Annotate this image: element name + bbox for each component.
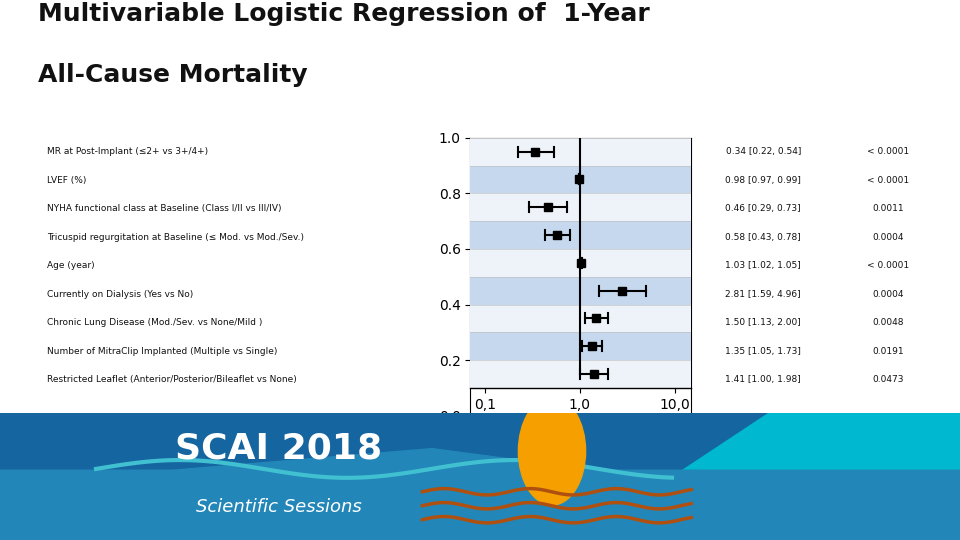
- Text: LVEF (%): LVEF (%): [47, 176, 86, 185]
- Bar: [470, 305, 691, 332]
- Text: 0.58 [0.43, 0.78]: 0.58 [0.43, 0.78]: [726, 233, 801, 242]
- Bar: [470, 138, 691, 165]
- Bar: [470, 165, 691, 193]
- Text: P-value: P-value: [866, 118, 910, 128]
- Text: 0.98 [0.97, 0.99]: 0.98 [0.97, 0.99]: [725, 176, 802, 185]
- Bar: [470, 332, 691, 360]
- Text: 0.46 [0.29, 0.73]: 0.46 [0.29, 0.73]: [726, 205, 801, 213]
- Text: 1.03 [1.02, 1.05]: 1.03 [1.02, 1.05]: [726, 261, 801, 271]
- Bar: [470, 249, 691, 276]
- Text: Variable: Variable: [52, 118, 103, 128]
- Text: Multivariable Logistic Regression of  1-Year: Multivariable Logistic Regression of 1-Y…: [38, 2, 650, 26]
- Text: 1.35 [1.05, 1.73]: 1.35 [1.05, 1.73]: [725, 347, 802, 356]
- Bar: [470, 360, 691, 388]
- Text: 0.0473: 0.0473: [873, 375, 903, 384]
- Text: 0.0011: 0.0011: [873, 205, 903, 213]
- Polygon shape: [0, 449, 960, 540]
- Text: Currently on Dialysis (Yes vs No): Currently on Dialysis (Yes vs No): [47, 290, 193, 299]
- Text: < 0.0001: < 0.0001: [867, 176, 909, 185]
- Text: NYHA functional class at Baseline (Class I/II vs III/IV): NYHA functional class at Baseline (Class…: [47, 205, 281, 213]
- Text: Relative Risk
(95% CI): Relative Risk (95% CI): [725, 112, 802, 134]
- Text: 0.34 [0.22, 0.54]: 0.34 [0.22, 0.54]: [726, 147, 801, 157]
- Text: 1.41 [1.00, 1.98]: 1.41 [1.00, 1.98]: [726, 375, 801, 384]
- Text: 2.81 [1.59, 4.96]: 2.81 [1.59, 4.96]: [726, 290, 801, 299]
- Text: Scientific Sessions: Scientific Sessions: [196, 498, 361, 516]
- Bar: [470, 193, 691, 221]
- Text: Tricuspid regurgitation at Baseline (≤ Mod. vs Mod./Sev.): Tricuspid regurgitation at Baseline (≤ M…: [47, 233, 304, 242]
- Text: 1.50 [1.13, 2.00]: 1.50 [1.13, 2.00]: [726, 319, 801, 327]
- Text: SCAI 2018: SCAI 2018: [175, 431, 382, 465]
- Text: 0.0004: 0.0004: [873, 290, 903, 299]
- Text: Number of MitraClip Implanted (Multiple vs Single): Number of MitraClip Implanted (Multiple …: [47, 347, 277, 356]
- Bar: [470, 221, 691, 249]
- Polygon shape: [576, 413, 960, 540]
- Text: MR at Post-Implant (≤2+ vs 3+/4+): MR at Post-Implant (≤2+ vs 3+/4+): [47, 147, 208, 157]
- Text: 0.0048: 0.0048: [873, 319, 903, 327]
- Text: Age (year): Age (year): [47, 261, 95, 271]
- X-axis label: HR [95% CI]: HR [95% CI]: [549, 416, 612, 426]
- Text: < 0.0001: < 0.0001: [867, 261, 909, 271]
- Text: All-Cause Mortality: All-Cause Mortality: [38, 63, 308, 86]
- Ellipse shape: [518, 397, 586, 505]
- Bar: [470, 276, 691, 305]
- Text: 0.0004: 0.0004: [873, 233, 903, 242]
- Text: 0.0191: 0.0191: [873, 347, 903, 356]
- Text: Restricted Leaflet (Anterior/Posterior/Bileaflet vs None): Restricted Leaflet (Anterior/Posterior/B…: [47, 375, 297, 384]
- Text: < 0.0001: < 0.0001: [867, 147, 909, 157]
- Text: Chronic Lung Disease (Mod./Sev. vs None/Mild ): Chronic Lung Disease (Mod./Sev. vs None/…: [47, 319, 262, 327]
